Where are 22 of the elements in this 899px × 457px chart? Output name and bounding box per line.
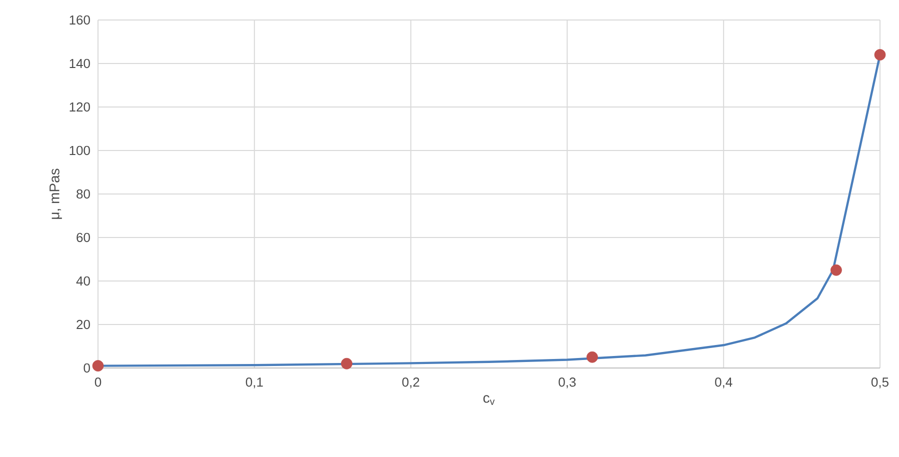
- point: [830, 264, 842, 276]
- y-tick-label: 60: [76, 232, 90, 242]
- point: [340, 358, 352, 370]
- y-tick-label: 80: [76, 189, 90, 199]
- y-tick-label: 100: [70, 146, 90, 156]
- x-tick-label: 0,2: [402, 378, 420, 388]
- y-axis-title: μ, mPas: [50, 168, 62, 219]
- y-tick-label: 20: [76, 320, 90, 330]
- x-tick-label: 0,3: [558, 378, 576, 388]
- y-tick-label: 160: [70, 15, 90, 25]
- x-axis-title: c$_{v}$: [483, 395, 495, 405]
- point: [92, 360, 104, 372]
- y-tick-label: 40: [76, 276, 90, 286]
- y-tick-label: 0: [84, 363, 90, 373]
- x-tick-label: 0: [94, 378, 102, 387]
- x-tick-label: 0,4: [715, 378, 732, 388]
- x-tick-label: 0,1: [246, 378, 263, 388]
- y-tick-label: 120: [70, 102, 90, 112]
- point: [874, 49, 886, 60]
- y-tick-label: 140: [70, 58, 90, 68]
- point: [586, 351, 598, 363]
- x-tick-label: 0,5: [871, 378, 888, 388]
